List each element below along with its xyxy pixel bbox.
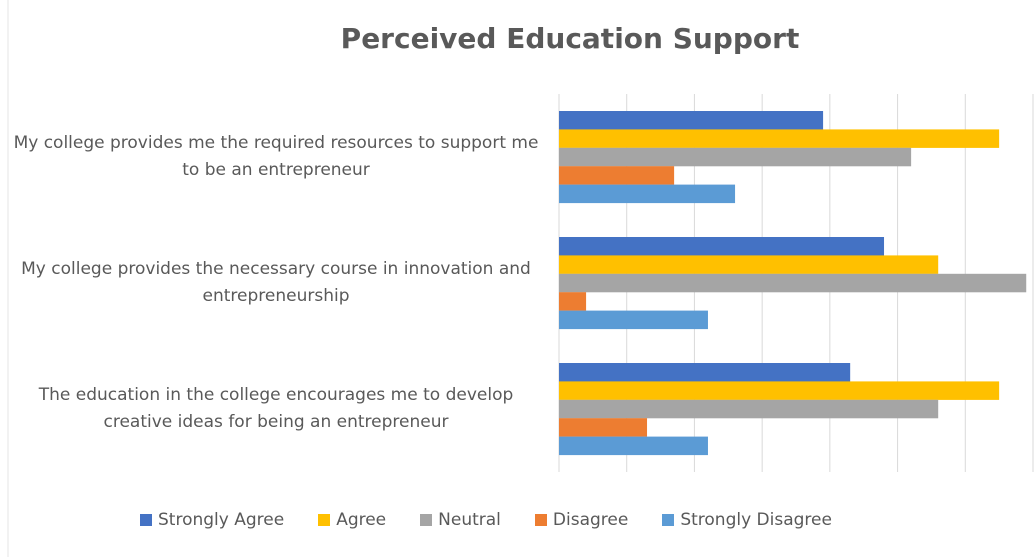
bar bbox=[559, 363, 851, 382]
y-tick-label: My college provides me the required reso… bbox=[13, 133, 539, 180]
bar bbox=[559, 129, 1000, 148]
bar bbox=[559, 273, 1027, 293]
bar bbox=[559, 184, 736, 204]
legend-swatch bbox=[534, 514, 547, 526]
legend-label: Strongly Disagree bbox=[680, 510, 832, 530]
legend-swatch bbox=[420, 514, 433, 526]
legend-label: Neutral bbox=[438, 510, 501, 530]
bar bbox=[559, 418, 648, 437]
legend-item: Strongly Disagree bbox=[662, 510, 832, 530]
y-tick-label: My college provides the necessary course… bbox=[21, 259, 531, 306]
legend-label: Strongly Agree bbox=[158, 510, 285, 530]
bar bbox=[559, 381, 1000, 400]
legend: Strongly Agree Agree Neutral Disagree Strong… bbox=[140, 510, 832, 530]
bar bbox=[559, 292, 587, 311]
bar bbox=[559, 237, 885, 256]
legend-swatch bbox=[140, 514, 152, 526]
bar bbox=[559, 399, 939, 419]
y-tick-label: The education in the college encourages … bbox=[38, 385, 514, 432]
legend-swatch bbox=[662, 514, 675, 526]
legend-item: Strongly Agree bbox=[140, 510, 284, 530]
legend-item: Disagree bbox=[534, 510, 629, 530]
legend-item: Neutral bbox=[420, 510, 501, 530]
legend-label: Agree bbox=[336, 510, 387, 530]
legend-swatch bbox=[318, 514, 331, 526]
legend-item: Agree bbox=[318, 510, 386, 530]
chart-title: Perceived Education Support bbox=[340, 22, 800, 55]
bar bbox=[559, 147, 912, 167]
bar bbox=[559, 111, 824, 130]
legend-label: Disagree bbox=[552, 510, 629, 530]
bar bbox=[559, 310, 708, 330]
bar bbox=[559, 166, 675, 185]
bar bbox=[559, 255, 939, 274]
bar bbox=[559, 436, 708, 456]
